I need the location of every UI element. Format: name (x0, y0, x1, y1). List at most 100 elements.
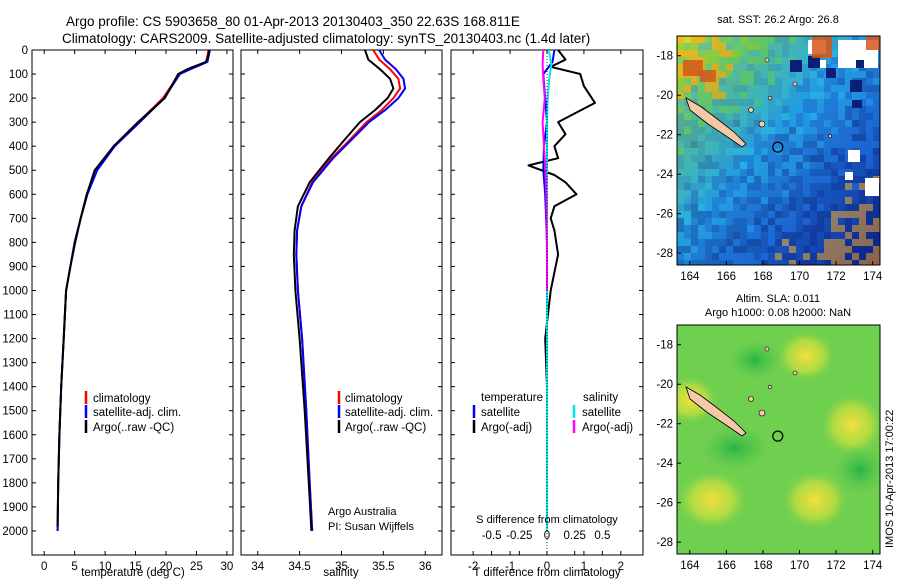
sst-pixel (845, 106, 852, 113)
sst-pixel (859, 246, 866, 253)
sst-pixel (733, 218, 740, 225)
x-tick-label: 168 (753, 271, 772, 283)
sst-pixel (740, 197, 747, 204)
sst-pixel (873, 253, 880, 260)
sst-pixel (782, 50, 789, 57)
sst-pixel (768, 50, 775, 57)
sst-pixel (754, 232, 761, 239)
sst-pixel (740, 36, 747, 43)
sst-pixel (803, 134, 810, 141)
sst-pixel (698, 253, 705, 260)
sst-pixel (866, 127, 873, 134)
sst-pixel (719, 239, 726, 246)
sst-pixel (831, 92, 838, 99)
sst-pixel (859, 225, 866, 232)
sst-pixel (719, 50, 726, 57)
sla-map: Altim. SLA: 0.011 Argo h1000: 0.08 h2000… (656, 293, 883, 572)
sst-pixel (831, 190, 838, 197)
sst-pixel (838, 36, 845, 43)
sst-pixel (782, 190, 789, 197)
sst-pixel (733, 197, 740, 204)
sst-pixel (859, 218, 866, 225)
sst-pixel (803, 113, 810, 120)
sst-pixel (859, 36, 866, 43)
sst-pixel (845, 232, 852, 239)
sst-pixel (782, 148, 789, 155)
sst-pixel (719, 190, 726, 197)
sst-pixel (719, 57, 726, 64)
x-tick-label: -1 (505, 561, 515, 573)
sst-pixel (684, 169, 691, 176)
sst-pixel (817, 197, 824, 204)
sst-pixel (789, 85, 796, 92)
sst-pixel (810, 106, 817, 113)
sst-pixel (810, 155, 817, 162)
legend-title-salinity: salinity (583, 392, 618, 404)
sst-pixel (852, 260, 859, 265)
sst-pixel (740, 92, 747, 99)
x-tick-label: 35 (335, 561, 348, 573)
sst-pixel (831, 134, 838, 141)
sst-pixel (747, 204, 754, 211)
sst-pixel (803, 218, 810, 225)
sst-pixel (775, 218, 782, 225)
sst-pixel (768, 43, 775, 50)
sla-field (677, 325, 880, 554)
sst-pixel (789, 183, 796, 190)
sst-pixel (754, 148, 761, 155)
sst-pixel (810, 260, 817, 265)
sla-map-frame (676, 324, 881, 555)
sst-pixel (796, 190, 803, 197)
sst-pixel (754, 78, 761, 85)
sst-pixel (817, 183, 824, 190)
sst-pixel (803, 239, 810, 246)
sst-pixel (796, 183, 803, 190)
x-tick-label: 2 (618, 561, 624, 573)
sst-pixel (740, 169, 747, 176)
sst-pixel (803, 162, 810, 169)
sst-pixel (754, 36, 761, 43)
sst-pixel (726, 169, 733, 176)
sst-pixel (803, 232, 810, 239)
y-tick-label: 1500 (2, 406, 28, 418)
sst-pixel (754, 211, 761, 218)
sst-pixel (761, 197, 768, 204)
sst-pixel (866, 148, 873, 155)
sst-pixel (719, 169, 726, 176)
sst-pixel (712, 134, 719, 141)
sst-pixel (817, 134, 824, 141)
sst-pixel (817, 204, 824, 211)
sst-pixel (698, 162, 705, 169)
sst-pixel (838, 218, 845, 225)
y-tick-label: 200 (9, 93, 28, 105)
sst-pixel (719, 43, 726, 50)
island-marker (764, 57, 770, 63)
sst-pixel (733, 113, 740, 120)
sst-pixel (831, 155, 838, 162)
sst-pixel (796, 225, 803, 232)
sst-pixel (859, 239, 866, 246)
legend-label-satellite: satellite-adj. clim. (345, 407, 433, 419)
sst-pixel (866, 204, 873, 211)
sst-pixel (754, 50, 761, 57)
sst-pixel (817, 127, 824, 134)
sst-pixel (684, 50, 691, 57)
sst-pixel (726, 232, 733, 239)
sst-no-data (860, 55, 876, 65)
x-tick-label: 20 (160, 561, 173, 573)
sst-pixel (831, 246, 838, 253)
sst-pixel (747, 246, 754, 253)
sst-pixel (712, 43, 719, 50)
sst-pixel (747, 99, 754, 106)
sst-pixel (789, 211, 796, 218)
sst-pixel (740, 155, 747, 162)
sst-pixel (810, 113, 817, 120)
sst-pixel (761, 141, 768, 148)
sst-pixel (698, 211, 705, 218)
sst-pixel (677, 169, 684, 176)
island-marker (748, 396, 754, 402)
sst-pixel (817, 106, 824, 113)
sst-pixel (761, 246, 768, 253)
sst-pixel (817, 113, 824, 120)
sst-pixel (824, 127, 831, 134)
